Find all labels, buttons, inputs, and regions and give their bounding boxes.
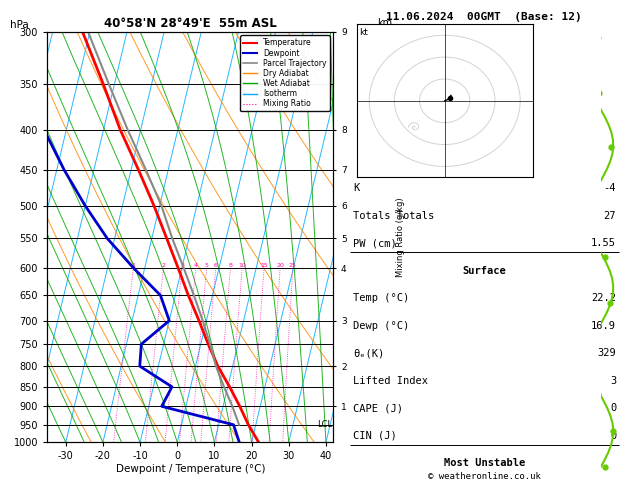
Text: kt: kt [359, 28, 368, 37]
Text: km: km [377, 18, 392, 28]
Text: 0: 0 [610, 431, 616, 441]
Text: PW (cm): PW (cm) [353, 238, 397, 248]
Text: 3: 3 [180, 263, 184, 268]
Title: 40°58'N 28°49'E  55m ASL: 40°58'N 28°49'E 55m ASL [104, 17, 277, 31]
Text: 16.9: 16.9 [591, 321, 616, 331]
Text: 0: 0 [610, 403, 616, 414]
Text: Most Unstable: Most Unstable [444, 458, 525, 469]
Text: 4: 4 [194, 263, 198, 268]
Text: 329: 329 [598, 348, 616, 358]
Text: -4: -4 [604, 183, 616, 193]
Text: Totals Totals: Totals Totals [353, 211, 435, 221]
Text: 25: 25 [289, 263, 297, 268]
Text: Surface: Surface [463, 266, 506, 276]
Text: 1.55: 1.55 [591, 238, 616, 248]
Text: Dewp (°C): Dewp (°C) [353, 321, 409, 331]
Text: 5: 5 [204, 263, 209, 268]
Text: 6: 6 [214, 263, 218, 268]
Text: 2: 2 [162, 263, 165, 268]
Text: 15: 15 [260, 263, 268, 268]
X-axis label: Dewpoint / Temperature (°C): Dewpoint / Temperature (°C) [116, 464, 265, 474]
Legend: Temperature, Dewpoint, Parcel Trajectory, Dry Adiabat, Wet Adiabat, Isotherm, Mi: Temperature, Dewpoint, Parcel Trajectory… [240, 35, 330, 111]
Text: Mixing Ratio (g/kg): Mixing Ratio (g/kg) [396, 197, 405, 277]
Text: 11.06.2024  00GMT  (Base: 12): 11.06.2024 00GMT (Base: 12) [386, 12, 582, 22]
Text: θₑ(K): θₑ(K) [353, 348, 384, 358]
Text: 1: 1 [131, 263, 135, 268]
Text: © weatheronline.co.uk: © weatheronline.co.uk [428, 472, 541, 481]
Text: 3: 3 [610, 376, 616, 386]
Text: Temp (°C): Temp (°C) [353, 294, 409, 303]
Text: ASL: ASL [376, 29, 394, 39]
Text: LCL: LCL [317, 420, 332, 429]
Text: 27: 27 [604, 211, 616, 221]
Text: CAPE (J): CAPE (J) [353, 403, 403, 414]
Text: 8: 8 [228, 263, 232, 268]
Text: K: K [353, 183, 359, 193]
Text: Lifted Index: Lifted Index [353, 376, 428, 386]
Text: 20: 20 [276, 263, 284, 268]
Text: hPa: hPa [10, 19, 29, 30]
Text: CIN (J): CIN (J) [353, 431, 397, 441]
Text: 10: 10 [238, 263, 246, 268]
Text: 22.2: 22.2 [591, 294, 616, 303]
